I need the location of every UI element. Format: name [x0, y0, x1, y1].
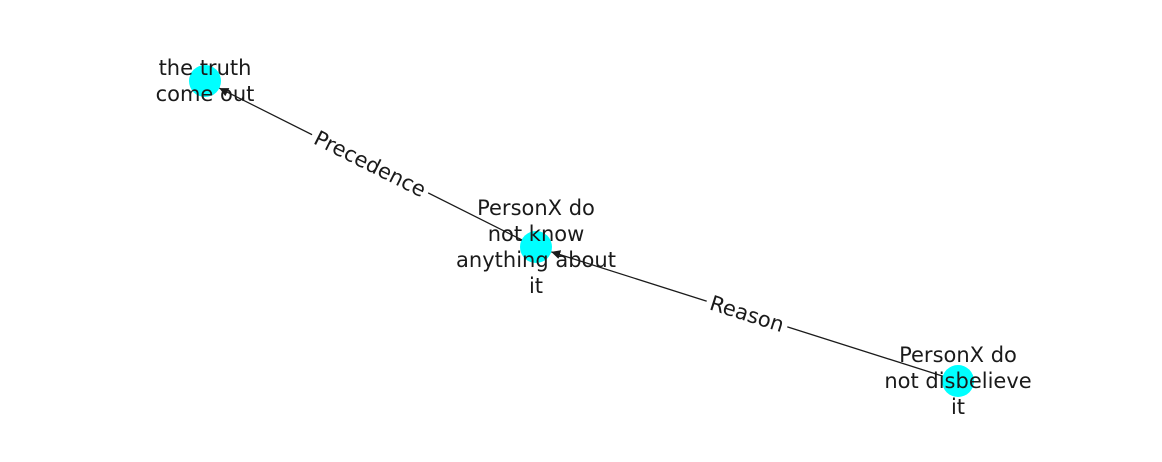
node-label-line: anything about [456, 248, 616, 272]
node-circle-n2 [520, 231, 552, 263]
edge-label-reason: Reason [707, 291, 787, 337]
node-label-n2: PersonX do not know anything about it [456, 196, 616, 298]
node-label-line: it [951, 395, 965, 419]
node-label-line: the truth [159, 56, 252, 80]
edge-label-background [305, 122, 435, 206]
node-label-line: come out [156, 82, 255, 106]
node-circle-n1 [189, 65, 221, 97]
node-label-n1: the truth come out [156, 56, 255, 106]
edge-label-background [702, 287, 792, 341]
node-label-line: PersonX do [477, 196, 595, 220]
node-circle-n3 [942, 365, 974, 397]
node-label-line: not disbelieve [884, 369, 1031, 393]
edge-label-group: Precedence [305, 122, 435, 206]
node-label-n3: PersonX do not disbelieve it [884, 343, 1031, 419]
edge-label-group: Reason [702, 287, 792, 341]
node-label-line: it [529, 274, 543, 298]
node-label-line: not know [488, 222, 585, 246]
edge-label-precedence: Precedence [310, 126, 430, 202]
node-label-line: PersonX do [899, 343, 1017, 367]
